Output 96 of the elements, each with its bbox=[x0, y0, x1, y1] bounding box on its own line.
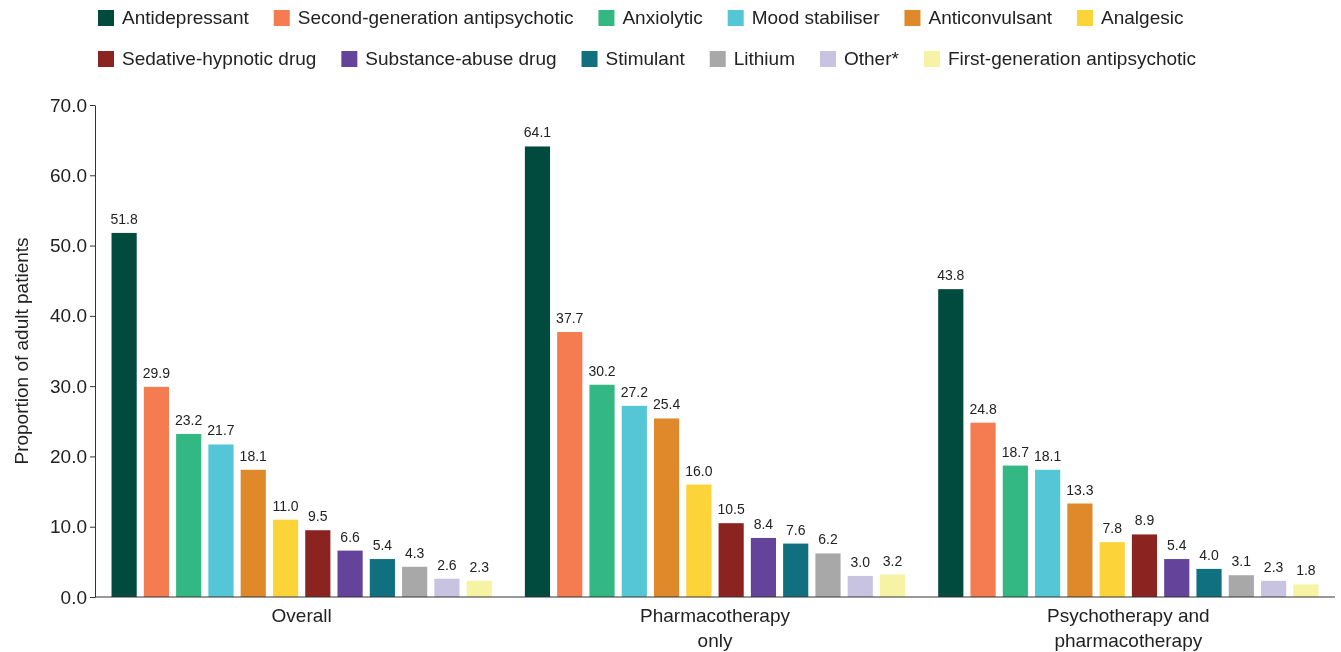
legend-label: First-generation antipsychotic bbox=[947, 48, 1197, 69]
bar bbox=[621, 405, 647, 597]
bar bbox=[750, 537, 777, 597]
y-tick-label: 60.0 bbox=[50, 164, 87, 186]
legend-label: Analgesic bbox=[1101, 7, 1184, 28]
data-label: 30.2 bbox=[588, 362, 616, 379]
data-label: 21.7 bbox=[207, 422, 235, 439]
data-label: 7.8 bbox=[1102, 520, 1123, 537]
data-label: 64.1 bbox=[523, 124, 552, 141]
bar bbox=[369, 559, 395, 597]
legend-label: Sedative-hypnotic drug bbox=[122, 48, 317, 69]
data-label: 18.1 bbox=[239, 447, 268, 464]
bar bbox=[143, 386, 169, 597]
data-label: 2.3 bbox=[469, 558, 490, 575]
data-label: 18.7 bbox=[1001, 443, 1030, 460]
data-label: 8.4 bbox=[753, 515, 774, 532]
legend-label: Anxiolytic bbox=[622, 7, 703, 28]
bar bbox=[557, 332, 583, 597]
legend-label: Anticonvulsant bbox=[928, 7, 1053, 28]
legend-label: Second-generation antipsychotic bbox=[297, 7, 574, 28]
bar bbox=[524, 146, 551, 597]
data-label: 16.0 bbox=[685, 462, 713, 479]
bar bbox=[815, 553, 841, 597]
data-label: 4.0 bbox=[1199, 546, 1219, 563]
bar bbox=[208, 444, 234, 597]
bar bbox=[1293, 584, 1319, 597]
data-label: 9.5 bbox=[308, 508, 328, 525]
x-tick-label: Overall bbox=[271, 605, 332, 626]
data-label: 18.1 bbox=[1034, 447, 1062, 464]
bar bbox=[1099, 542, 1125, 597]
y-tick-label: 30.0 bbox=[50, 375, 87, 397]
bar bbox=[1164, 559, 1190, 597]
y-tick-label: 70.0 bbox=[50, 94, 87, 116]
bar bbox=[240, 469, 266, 597]
bar bbox=[686, 484, 712, 597]
bar bbox=[272, 519, 299, 597]
data-label: 25.4 bbox=[652, 396, 681, 413]
data-label: 29.9 bbox=[142, 364, 171, 381]
x-tick-label: Pharmacotherapy only bbox=[640, 605, 791, 651]
data-label: 24.8 bbox=[969, 400, 997, 417]
bar bbox=[1228, 575, 1254, 597]
data-label: 27.2 bbox=[620, 383, 649, 400]
bar bbox=[337, 550, 363, 597]
data-label: 6.2 bbox=[818, 531, 838, 548]
y-tick-label: 50.0 bbox=[50, 235, 87, 257]
data-label: 6.6 bbox=[340, 528, 361, 545]
legend-label: Mood stabiliser bbox=[751, 7, 881, 28]
data-label: 37.7 bbox=[556, 310, 584, 327]
bar bbox=[783, 543, 809, 597]
y-tick-label: 20.0 bbox=[50, 446, 87, 468]
data-label: 23.2 bbox=[175, 411, 203, 428]
bar bbox=[402, 566, 428, 597]
y-axis-title: Proportion of adult patients bbox=[11, 237, 32, 465]
bar bbox=[305, 530, 331, 597]
bar bbox=[879, 574, 906, 597]
legend-label: Substance-abuse drug bbox=[365, 48, 557, 69]
data-label: 2.3 bbox=[1263, 558, 1284, 575]
data-label: 3.1 bbox=[1231, 553, 1252, 570]
data-label: 5.4 bbox=[1167, 537, 1187, 554]
data-label: 2.6 bbox=[437, 556, 457, 573]
data-label: 10.5 bbox=[717, 501, 745, 518]
bar bbox=[1035, 469, 1061, 597]
data-label: 3.0 bbox=[850, 553, 871, 570]
bar bbox=[111, 232, 137, 597]
data-label: 3.2 bbox=[882, 552, 903, 569]
data-label: 4.3 bbox=[404, 544, 425, 561]
bar bbox=[1067, 503, 1093, 597]
y-tick-label: 0.0 bbox=[60, 586, 87, 608]
x-tick-label: Psychotherapy and pharmacotherapy bbox=[1047, 605, 1210, 651]
bar bbox=[718, 523, 744, 597]
legend-label: Stimulant bbox=[605, 48, 686, 69]
data-label: 8.9 bbox=[1134, 512, 1155, 529]
bar bbox=[653, 418, 680, 597]
bar bbox=[1196, 568, 1222, 597]
y-tick-label: 40.0 bbox=[50, 305, 87, 327]
legend-label: Lithium bbox=[733, 48, 795, 69]
data-label: 1.8 bbox=[1296, 562, 1316, 579]
legend-label: Antidepressant bbox=[122, 7, 250, 28]
bar bbox=[176, 433, 202, 597]
bar bbox=[1002, 465, 1028, 597]
data-label: 13.3 bbox=[1066, 481, 1094, 498]
data-label: 5.4 bbox=[372, 537, 393, 554]
data-label: 7.6 bbox=[785, 521, 806, 538]
y-tick-label: 10.0 bbox=[50, 516, 87, 538]
bar bbox=[434, 578, 460, 597]
data-label: 43.8 bbox=[937, 267, 965, 284]
bar bbox=[1261, 580, 1287, 597]
bar bbox=[970, 422, 996, 597]
bar bbox=[847, 575, 873, 597]
bar bbox=[938, 289, 964, 597]
data-label: 51.8 bbox=[110, 210, 138, 227]
legend-label: Other* bbox=[843, 48, 900, 69]
bar bbox=[1131, 534, 1158, 597]
bar bbox=[589, 384, 615, 597]
data-label: 11.0 bbox=[272, 497, 299, 514]
bar bbox=[466, 580, 492, 597]
